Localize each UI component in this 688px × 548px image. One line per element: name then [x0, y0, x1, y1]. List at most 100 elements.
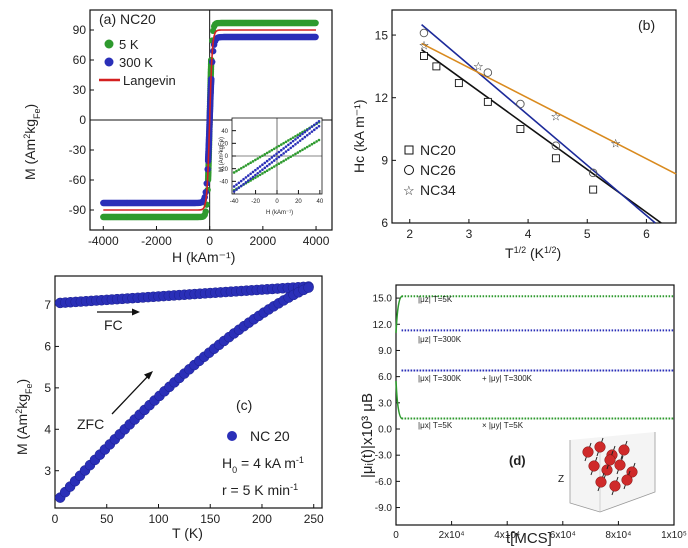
panel-d-inset-3d: Z — [558, 432, 656, 513]
inset-point-1 — [296, 136, 300, 139]
inset-point-1 — [268, 162, 271, 166]
inset-point-1 — [249, 177, 252, 181]
inset-point-0 — [277, 144, 281, 148]
panel-b-point-NC20 — [432, 62, 441, 71]
inset-point-1 — [246, 174, 250, 177]
fc-arrowhead — [132, 308, 140, 316]
inset-point-0 — [254, 158, 257, 162]
panel-d-xtick-label: 6x10⁴ — [550, 530, 576, 541]
inset-point-0 — [244, 164, 248, 167]
panel-d-ytick-label: 3.0 — [378, 398, 392, 409]
inset-point-0 — [301, 130, 304, 134]
panel-b-ylabel: Hc (kA m⁻¹) — [351, 100, 367, 174]
panel-b-point-NC26 — [551, 141, 561, 150]
panel-c-ytick-label: 3 — [44, 464, 51, 478]
inset-point-0 — [268, 150, 271, 153]
panel-b-point-NC20 — [589, 185, 598, 194]
inset-point-0 — [287, 139, 290, 142]
inset-point-1 — [272, 159, 276, 162]
panel-a-label: (a) NC20 — [99, 11, 156, 27]
panel-d-ytick-label: 15.0 — [373, 294, 393, 305]
inset-point-0 — [256, 174, 260, 178]
panel-a-xlabel: H (kAm⁻¹) — [172, 249, 235, 265]
panel-b-point-NC20 — [483, 97, 492, 106]
inset-xtick-label: 0 — [275, 199, 279, 205]
inset-ytick-label: -20 — [219, 167, 228, 173]
inset-sphere-0 — [582, 446, 594, 458]
inset-point-1 — [256, 171, 260, 175]
inset-point-1 — [315, 121, 318, 125]
legend-marker-nc20 — [404, 145, 414, 155]
inset-point-1 — [315, 126, 318, 130]
panel-d-ylabel: |μᵢ(t)|x10³ μB — [359, 393, 376, 478]
panel-d-frame — [395, 284, 675, 526]
inset-point-0 — [298, 149, 302, 153]
inset-point-1 — [232, 190, 236, 193]
inset-point-1 — [298, 134, 302, 138]
panel-c-ytick-label: 7 — [44, 298, 51, 312]
inset-point-1 — [235, 183, 238, 186]
panel-d-transient-z5k — [395, 295, 403, 334]
panel-c-label: (c) — [236, 397, 252, 413]
panel-b-ytick-label: 12 — [375, 91, 389, 105]
inset-point-0 — [272, 165, 276, 168]
inset-point-1 — [265, 164, 269, 168]
panel-c-xtick-label: 150 — [200, 512, 220, 526]
inset-point-1 — [246, 179, 250, 182]
inset-point-1 — [303, 130, 307, 134]
inset-point-1 — [258, 165, 262, 168]
inset-sphere-1 — [594, 441, 606, 453]
legend-marker-nc34: ☆ — [403, 183, 415, 198]
panel-b-xlabel: T1/2 (K1/2) — [505, 245, 561, 261]
inset-point-0 — [298, 132, 302, 135]
label-y5k: × |μy| T=5K — [482, 421, 524, 430]
inset-point-1 — [287, 143, 290, 147]
panel-a-langevin-line — [103, 29, 316, 211]
inset-point-1 — [310, 125, 314, 128]
inset-point-1 — [291, 144, 295, 148]
inset-point-1 — [237, 181, 241, 185]
panel-d-ytick-label: -9.0 — [375, 503, 393, 514]
inset-sphere-10 — [621, 474, 633, 486]
panel-c-xtick-label: 0 — [52, 512, 59, 526]
inset-point-0 — [272, 147, 276, 151]
panel-d-xtick-label: 4x10⁴ — [494, 530, 520, 541]
inset-point-0 — [275, 163, 278, 167]
panel-d-ytick-label: 12.0 — [373, 320, 393, 331]
legend-marker-5k — [104, 39, 114, 49]
panel-d-xtick-label: 1x10⁵ — [661, 530, 687, 541]
inset-ytick-label: 20 — [221, 141, 228, 147]
inset-xtick-label: 40 — [317, 199, 324, 205]
panel-d-ytick-label: -3.0 — [375, 451, 393, 462]
inset-point-1 — [268, 157, 271, 161]
inset-point-0 — [239, 166, 243, 170]
panel-d-xtick-label: 2x10⁴ — [439, 530, 465, 541]
zfc-label: ZFC — [77, 416, 104, 432]
inset-point-0 — [235, 169, 238, 173]
inset-point-0 — [291, 136, 295, 139]
inset-point-0 — [258, 173, 262, 177]
panel-b-xtick-label: 6 — [643, 227, 650, 241]
inset-point-0 — [268, 168, 271, 171]
panel-b-ytick-label: 6 — [381, 216, 388, 230]
panel-c-xtick-label: 250 — [304, 512, 324, 526]
label-x300k: |μx| T=300K — [418, 374, 462, 383]
inset-point-1 — [263, 166, 267, 170]
panel-a-legend: 5 K 300 K Langevin — [99, 37, 176, 88]
inset-sphere-11 — [604, 454, 616, 466]
panel-b-fit-NC34 — [421, 42, 677, 175]
inset-point-0 — [270, 148, 274, 152]
inset-point-1 — [279, 148, 283, 152]
inset-point-1 — [289, 141, 293, 145]
inset-3d-axis-label: Z — [558, 474, 564, 485]
inset-point-1 — [289, 146, 293, 150]
panel-b-xtick-label: 5 — [584, 227, 591, 241]
inset-xlabel: H (kAm⁻¹) — [266, 210, 293, 216]
panel-c-ylabel: M (Am2kgFe) — [14, 379, 34, 455]
inset-point-1 — [277, 155, 281, 159]
legend-label-langevin: Langevin — [123, 73, 176, 88]
inset-point-0 — [258, 155, 262, 159]
panel-d-ytick-label: -6.0 — [375, 477, 393, 488]
legend-label-300k: 300 K — [119, 55, 153, 70]
